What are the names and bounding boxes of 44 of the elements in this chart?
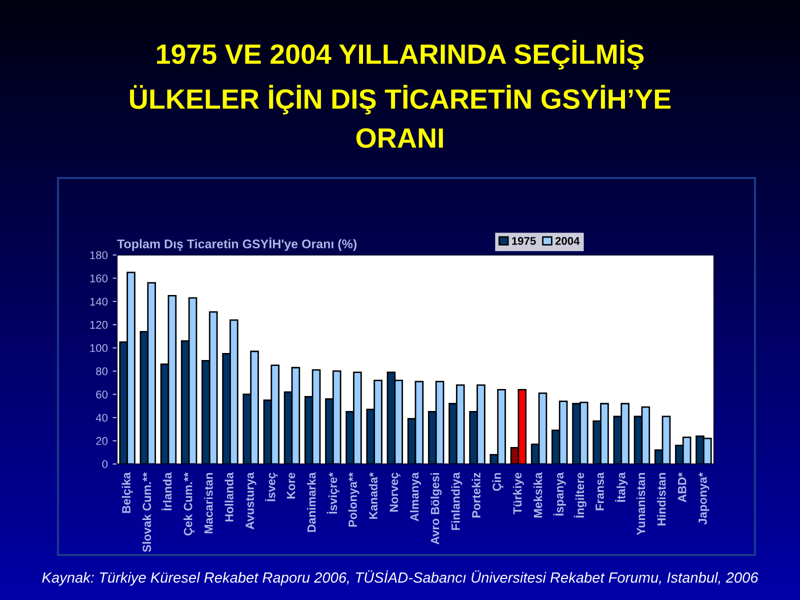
x-tick-label: Finlandiya (451, 472, 462, 530)
y-tick-label: 100 (90, 344, 108, 352)
x-tick-label: Türkiye (512, 472, 524, 514)
x-tick-label: İngiltere (574, 472, 586, 518)
x-tick-label: Çin (492, 473, 504, 491)
y-tick-label: 60 (96, 390, 108, 398)
y-axis-title: Toplam Dış Ticaretin GSYİH'ye Oranı (%) (117, 238, 356, 251)
x-tick-label: Kore (286, 472, 296, 498)
x-tick-label: Kanada* (368, 472, 378, 519)
x-tick-label: İsveç (265, 472, 278, 502)
x-tick-label: İspanya (553, 472, 566, 516)
x-tick-label: İsviçre* (326, 472, 340, 514)
x-tick-label: Hindistan (657, 473, 666, 526)
y-tick-label: 180 (90, 251, 108, 260)
y-tick-label: 120 (90, 320, 108, 329)
chart-title: 1975 VE 2004 YILLARINDA SEÇİLMİŞ ÜLKELER İÇİN DIŞ TİCARETİN GSYİH’YE ORANI (130, 40, 671, 148)
legend-label: 2004 (555, 237, 580, 245)
x-tick-label: Avusturya (246, 472, 256, 530)
x-tick-label: Danimarka (307, 472, 316, 532)
x-tick-label: ABD* (678, 472, 686, 502)
x-tick-label: Avro Bölgesi (430, 473, 442, 544)
y-tick-label: 20 (96, 437, 108, 445)
x-tick-label: Japonya* (698, 472, 710, 525)
legend-label: 1975 (512, 237, 536, 245)
x-tick-label: İtalya (615, 472, 628, 502)
text: Kaynak: Türkiye Küresel Rekabet Raporu 2006, TÜSİAD-Sabancı Üniversitesi Rekabet Forumu, Istanbul, 2006 (42, 570, 758, 586)
x-tick-label: Macaristan (204, 473, 213, 534)
x-tick-label: Slovak Cum.** (142, 472, 152, 552)
y-tick-label: 140 (90, 298, 108, 306)
x-tick-label: Norveç (390, 472, 400, 512)
x-tick-label: Belçika (122, 472, 133, 513)
x-tick-label: Polonya** (348, 472, 360, 527)
x-tick-label: Çek Cum.** (184, 472, 195, 536)
y-tick-label: 80 (96, 367, 108, 376)
x-tick-label: Hollanda (224, 472, 234, 522)
y-tick-label: 40 (96, 414, 108, 422)
x-tick-label: Yunanistan (636, 473, 646, 536)
x-tick-label: Portekiz (472, 472, 480, 518)
x-tick-label: Fransa (596, 472, 604, 510)
y-tick-label: 160 (90, 274, 108, 282)
x-tick-label: İrlanda (161, 472, 172, 510)
y-tick-label: 0 (102, 460, 108, 468)
x-tick-label: Meksika (534, 472, 542, 518)
x-tick-label: Almanya (410, 472, 422, 522)
